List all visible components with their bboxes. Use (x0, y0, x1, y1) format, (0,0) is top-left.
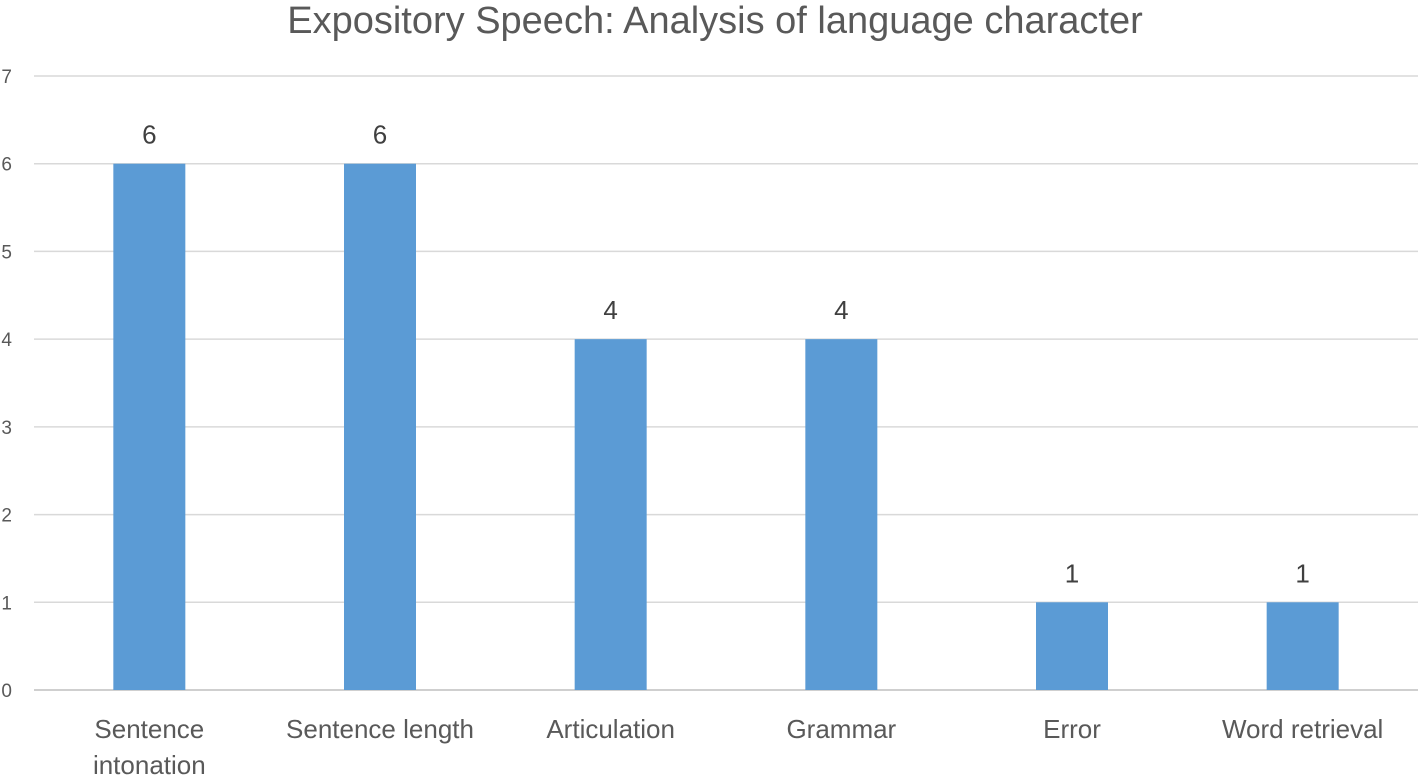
x-tick-label: Articulation (546, 714, 675, 744)
y-tick-label: 0 (1, 681, 12, 702)
y-tick-label: 4 (1, 330, 12, 351)
y-tick-label: 5 (1, 242, 12, 263)
data-label: 4 (603, 295, 617, 325)
bar (1266, 602, 1339, 690)
y-tick-label: 2 (1, 506, 12, 527)
data-labels: 6 6 4 4 1 1 (142, 120, 1310, 589)
x-axis-ticks: Sentence intonation Sentence length Articul… (93, 714, 1383, 780)
x-tick-label-line: Grammar (786, 714, 896, 744)
bar (344, 163, 416, 690)
y-tick-label: 1 (1, 593, 12, 614)
bar (1036, 602, 1108, 690)
x-tick-label: Sentence intonation (93, 714, 206, 777)
bars (113, 163, 1339, 690)
data-label: 4 (834, 295, 848, 325)
x-tick-label: Sentence length (286, 714, 474, 744)
bar (113, 163, 186, 690)
bar (574, 339, 647, 690)
bar (805, 339, 878, 690)
x-tick-label-line: Word retrieval (1222, 714, 1383, 744)
y-tick-label: 3 (1, 418, 12, 439)
data-label: 1 (1295, 558, 1309, 588)
data-label: 6 (373, 120, 387, 150)
x-tick-label: Grammar (786, 714, 896, 744)
y-tick-label: 6 (1, 155, 12, 176)
chart-title: Expository Speech: Analysis of language … (287, 0, 1143, 42)
x-tick-label: Word retrieval (1222, 714, 1383, 744)
gridlines (34, 75, 1418, 691)
y-axis-ticks: 0 1 2 3 4 5 6 7 (1, 67, 12, 702)
x-tick-label: Error (1043, 714, 1101, 744)
x-tick-label-line: intonation (93, 750, 206, 777)
x-tick-label-line: Sentence (94, 714, 204, 744)
y-tick-label: 7 (1, 67, 12, 88)
x-tick-label-line: Error (1043, 714, 1101, 744)
x-tick-label-line: Articulation (546, 714, 675, 744)
x-tick-label-line: Sentence length (286, 714, 474, 744)
data-label: 6 (142, 120, 156, 150)
data-label: 1 (1065, 558, 1079, 588)
